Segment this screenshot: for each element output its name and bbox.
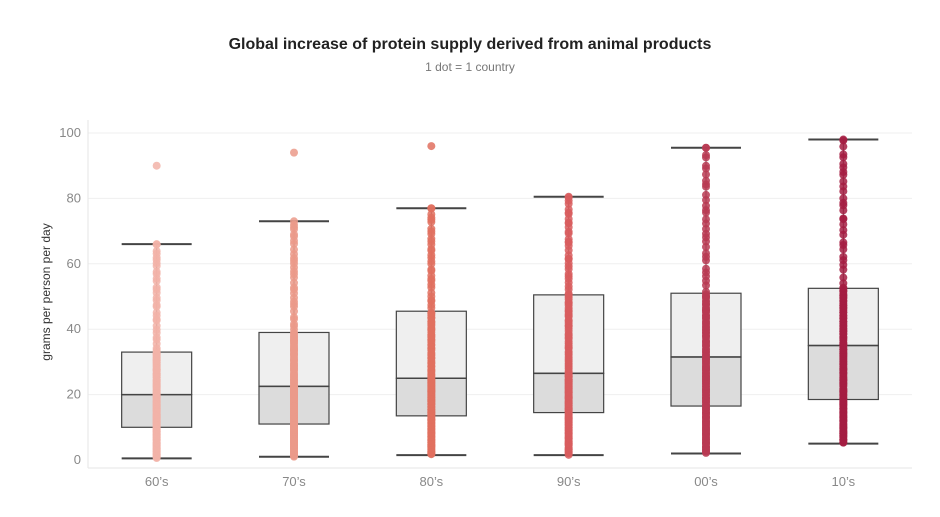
outlier-dot	[427, 142, 436, 151]
country-dot	[839, 252, 848, 261]
chart-title: Global increase of protein supply derive…	[228, 36, 712, 53]
country-dot	[152, 283, 161, 292]
y-tick-label: 40	[67, 321, 81, 336]
country-dot	[839, 142, 848, 151]
x-tick-label: 90’s	[557, 474, 581, 489]
y-axis-label: grams per person per day	[39, 223, 53, 360]
x-tick-label: 60’s	[145, 474, 169, 489]
country-dot	[427, 204, 436, 213]
x-tick-label: 00’s	[694, 474, 718, 489]
y-tick-label: 80	[67, 190, 81, 205]
country-dot	[152, 240, 161, 249]
x-tick-label: 80’s	[420, 474, 444, 489]
country-dot	[702, 176, 710, 185]
country-dot	[702, 190, 710, 199]
country-dot	[702, 201, 710, 210]
outlier-dot	[152, 161, 161, 170]
outlier-dot	[290, 148, 298, 157]
country-dot	[702, 143, 710, 152]
country-dot	[290, 313, 298, 322]
x-tick-label: 10’s	[832, 474, 856, 489]
x-tick-labels: 60’s 70’s 80’s 90’s 00’s 10’s	[145, 474, 856, 489]
country-dot	[702, 287, 710, 296]
chart-subtitle: 1 dot = 1 country	[425, 60, 515, 74]
box-layer	[121, 138, 879, 460]
country-dot	[427, 224, 436, 233]
y-tick-label: 0	[74, 452, 81, 467]
y-tick-label: 100	[59, 125, 81, 140]
country-dot	[839, 159, 848, 168]
dot-layer	[152, 135, 848, 462]
country-dot	[427, 265, 436, 274]
country-dot	[702, 242, 710, 251]
country-dot	[702, 151, 710, 160]
country-dot	[427, 210, 436, 219]
country-dot	[839, 226, 848, 235]
country-dot	[839, 273, 848, 282]
country-dot	[564, 205, 573, 214]
country-dot	[290, 245, 298, 254]
y-tick-label: 60	[67, 256, 81, 271]
country-dot	[702, 215, 710, 224]
country-dot	[839, 238, 848, 247]
country-dot	[152, 308, 161, 317]
country-dot	[702, 264, 710, 273]
country-dot	[702, 161, 710, 170]
country-dot	[839, 214, 848, 223]
country-dot	[839, 150, 848, 159]
y-tick-label: 20	[67, 387, 81, 402]
country-dot	[290, 217, 298, 226]
country-dot	[152, 267, 161, 276]
country-dot	[702, 249, 710, 258]
gridlines	[88, 132, 912, 396]
country-dot	[152, 247, 161, 256]
country-dot	[839, 194, 848, 203]
x-tick-label: 70’s	[282, 474, 306, 489]
y-tick-labels: 0 20 40 60 80 100	[59, 125, 81, 467]
country-dot	[839, 135, 848, 144]
country-dot	[839, 279, 848, 288]
country-dot	[702, 170, 710, 179]
country-dot	[839, 177, 848, 186]
country-dot	[564, 235, 573, 244]
country-dot	[564, 192, 573, 201]
